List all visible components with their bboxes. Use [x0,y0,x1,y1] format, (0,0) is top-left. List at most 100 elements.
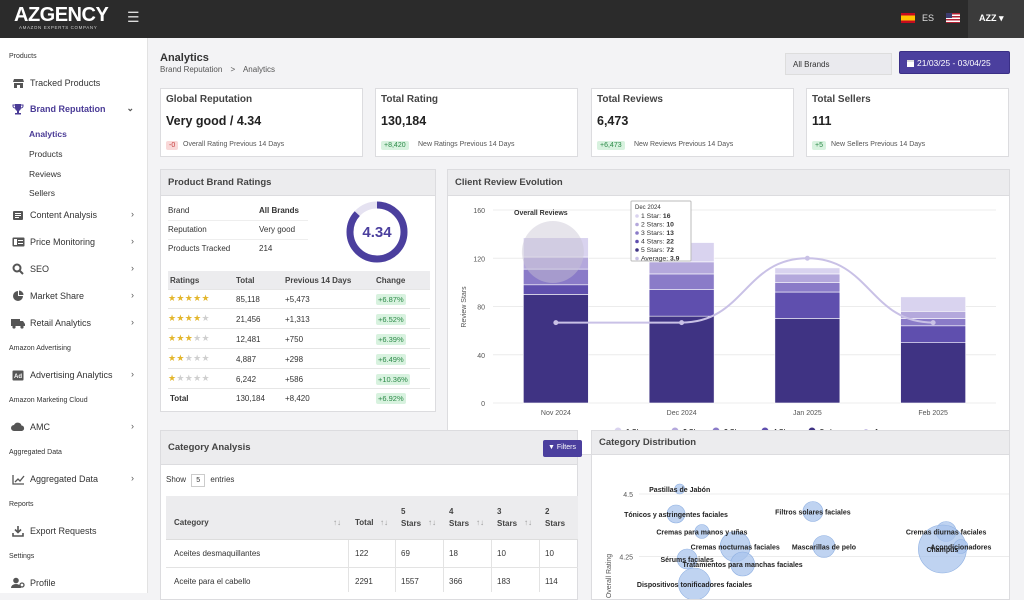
sort-icon[interactable]: ↑↓ [476,518,484,527]
sidebar-item-profile[interactable]: Profile [10,574,138,592]
sidebar-item-label: Advertising Analytics [30,370,113,380]
rating-change: +10.36% [376,374,410,385]
user-gear-icon [10,577,26,589]
filter-icon: ▼ [548,444,555,451]
bubble [802,501,824,522]
sidebar-item-seo[interactable]: SEO › [10,260,138,278]
user-menu[interactable]: AZZ ▾ [968,0,1024,38]
sidebar-item-brand-reputation[interactable]: Brand Reputation ⌄ [10,100,138,118]
cell-category: Aceites desmaquillantes [174,549,261,558]
sidebar-item-content-analysis[interactable]: Content Analysis › [10,206,138,224]
sidebar-subitem-products[interactable]: Products [29,149,63,159]
bar-segment [648,315,715,404]
y-tick-label: 4.5 [623,492,633,499]
y-tick-label: 80 [477,305,485,312]
sidebar-item-export-requests[interactable]: Export Requests [10,522,138,540]
sidebar-item-label: AMC [30,422,50,432]
average-line [555,257,934,324]
breadcrumb-parent[interactable]: Brand Reputation [160,65,223,74]
cell-3stars: 10 [497,549,506,558]
sidebar-item-aggregated-data[interactable]: Aggregated Data › [10,470,138,488]
kpi-note: New Ratings Previous 14 Days [418,141,515,148]
bar-segment [774,267,841,275]
tooltip-marker [635,239,639,244]
review-evolution-card: Client Review Evolution 0 40 80 120 160 Revie… [447,169,1010,455]
trophy-icon [10,103,26,115]
bubble-label: Acondicionadores [930,545,991,552]
ratings-row: ★★★★★ 21,456 +1,313 +6.52% [168,310,430,329]
sidebar-item-market-share[interactable]: Market Share › [10,287,138,305]
sidebar-subitem-analytics[interactable]: Analytics [29,129,67,139]
cell-total: 122 [355,549,369,558]
sidebar-item-advertising-analytics[interactable]: Ad Advertising Analytics › [10,366,138,384]
tooltip-marker [635,231,639,235]
gauge-score: 4.34 [362,224,392,241]
chart-icon [10,473,26,485]
kpi-title: Total Rating [381,94,439,105]
col-header[interactable]: 3 Stars [497,507,518,528]
cell-3stars: 183 [497,577,511,586]
sidebar-subitem-reviews[interactable]: Reviews [29,169,62,179]
language-label[interactable]: ES [922,13,935,23]
star-rating-icon: ★★★★★ [168,373,210,383]
sort-icon[interactable]: ↑↓ [333,518,341,527]
total-value: 130,184 [236,394,265,403]
sidebar-subitem-sellers[interactable]: Sellers [29,188,55,198]
col-header[interactable]: 4 Stars [449,507,470,528]
hamburger-menu-icon[interactable]: ☰ [127,9,140,25]
chevron-right-icon: › [131,290,134,300]
brand-select[interactable]: All Brands [785,53,892,75]
entries-control: Show 5 entries [166,474,234,487]
sidebar-item-label: Profile [30,578,56,588]
x-tick-label: Feb 2025 [918,410,948,417]
chart-tooltip: Dec 2024 1 Star: 16 2 Stars: 103 Stars: 13… [630,200,692,263]
bar-segment [900,325,966,343]
info-label: Products Tracked [168,244,231,253]
sidebar-item-retail-analytics[interactable]: Retail Analytics › [10,314,138,332]
kpi-value: 6,473 [597,114,629,128]
sidebar-item-amc[interactable]: AMC › [10,418,138,436]
date-range-button[interactable]: 21/03/25 - 03/04/25 [899,51,1010,74]
sort-icon[interactable]: ↑↓ [428,518,436,527]
kpi-title: Total Reviews [597,94,663,105]
rating-change: +6.52% [376,314,406,325]
bubble [676,548,698,570]
filters-button[interactable]: ▼ Filters [543,440,582,457]
bubble-label: Champús [926,547,958,554]
tooltip-line: 5 Stars: 72 [641,247,674,254]
page-title: Analytics [160,52,209,64]
col-header[interactable]: 5 Stars [401,507,422,528]
rating-total: 21,456 [236,315,261,324]
star-rating-icon: ★★★★★ [168,293,210,303]
entries-label: entries [210,475,235,484]
col-header[interactable]: Category [174,518,209,527]
truck-icon [10,317,26,329]
col-header[interactable]: Total [355,518,374,527]
bubble-label: Cremas para manos y uñas [656,530,747,537]
pie-icon [10,290,26,302]
sidebar-item-tracked-products[interactable]: Tracked Products [10,74,138,92]
sidebar-section-amazon-advertising: Amazon Advertising [9,345,71,352]
show-label: Show [166,475,187,484]
x-tick-label: Dec 2024 [667,410,697,417]
kpi-badge: -0 [166,141,179,150]
logo[interactable]: AZGENCY [14,4,109,26]
sort-icon[interactable]: ↑↓ [524,518,532,527]
us-flag-icon[interactable] [946,13,960,23]
table-row[interactable]: Aceite para el cabello 2291 1557 366 183… [166,568,578,592]
sidebar-item-label: Export Requests [30,526,97,536]
spain-flag-icon[interactable] [901,13,915,23]
sidebar-section-amc: Amazon Marketing Cloud [9,397,88,404]
rating-gauge: 4.34 [346,201,408,263]
col-header[interactable]: 2 Stars [545,507,566,528]
star-rating-icon: ★★★★★ [168,313,210,323]
review-evolution-chart[interactable]: 0 40 80 120 160 Review Stars Nov 2024 Dec 2024 J… [448,197,1009,453]
bubble [674,483,685,495]
y-tick-label: 4.25 [619,555,633,562]
table-row[interactable]: Aceites desmaquillantes 122 69 18 10 10 [166,540,578,568]
sort-icon[interactable]: ↑↓ [380,518,388,527]
sidebar-item-price-monitoring[interactable]: Price Monitoring › [10,233,138,251]
category-distribution-chart[interactable]: 4.25 4.5 Overall Rating Pastillas de Jabón T… [592,456,1009,599]
entries-select[interactable]: 5 [191,474,206,487]
sidebar-item-label: Price Monitoring [30,237,96,247]
